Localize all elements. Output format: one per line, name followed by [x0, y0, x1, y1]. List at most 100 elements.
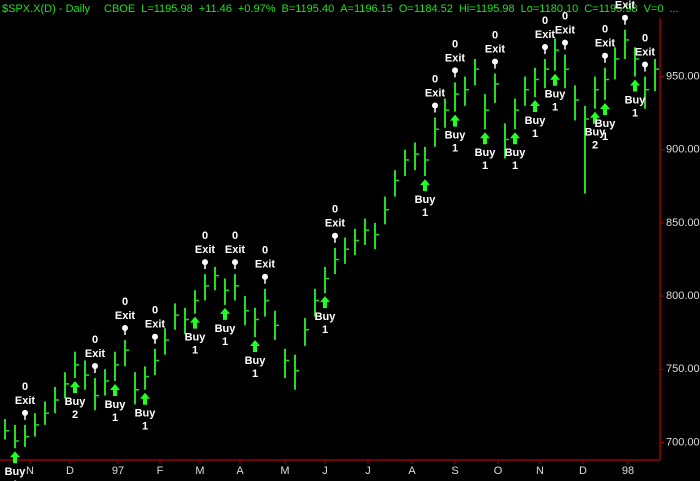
- buy-arrow: [450, 114, 460, 127]
- x-tick-label: 98: [622, 465, 634, 477]
- header-text: V=0: [644, 3, 664, 15]
- buy-label: Buy: [625, 94, 647, 106]
- buy-label: Buy: [475, 147, 497, 159]
- buy-arrow: [110, 383, 120, 396]
- exit-label: Exit: [115, 310, 136, 322]
- y-tick-label: 850.00: [666, 217, 700, 229]
- buy-arrow: [220, 307, 230, 320]
- header-text: Lo=1180.10: [521, 3, 579, 15]
- buy-qty: 2: [72, 409, 78, 421]
- x-tick-label: F: [157, 465, 164, 477]
- x-tick-label: S: [451, 465, 458, 477]
- exit-qty: 0: [642, 32, 648, 44]
- buy-label: Buy: [315, 311, 337, 323]
- buy-label: Buy: [215, 323, 237, 335]
- buy-qty: 1: [252, 368, 258, 380]
- x-tick-label: O: [494, 465, 503, 477]
- buy-qty: 2: [592, 140, 598, 152]
- buy-qty: 1: [222, 336, 228, 348]
- buy-label: Buy: [415, 194, 437, 206]
- exit-qty: 0: [542, 15, 548, 27]
- header-text: L=1195.98: [141, 3, 193, 15]
- exit-label: Exit: [85, 348, 106, 360]
- exit-qty: 0: [152, 305, 158, 317]
- header-text: +0.97%: [238, 3, 276, 15]
- buy-arrow: [530, 100, 540, 113]
- x-tick-label: N: [26, 465, 34, 477]
- exit-label: Exit: [445, 52, 466, 64]
- buy-arrow: [140, 392, 150, 405]
- buy-qty: 1: [552, 102, 558, 114]
- buy-qty: 1: [452, 143, 458, 155]
- x-tick-label: D: [579, 465, 587, 477]
- header-text: ...: [669, 3, 678, 15]
- exit-label: Exit: [595, 38, 616, 50]
- exit-label: Exit: [255, 259, 276, 271]
- buy-qty: 1: [632, 107, 638, 119]
- exit-label: Exit: [15, 395, 36, 407]
- buy-qty: 1: [322, 324, 328, 336]
- buy-qty: 1: [12, 479, 18, 481]
- exit-qty: 0: [22, 381, 28, 393]
- x-tick-label: A: [236, 465, 244, 477]
- buy-label: Buy: [185, 332, 207, 344]
- exit-qty: 0: [202, 230, 208, 242]
- exit-label: Exit: [635, 46, 656, 58]
- exit-qty: 0: [452, 38, 458, 50]
- buy-qty: 1: [482, 160, 488, 172]
- buy-label: Buy: [505, 147, 527, 159]
- buy-label: Buy: [245, 355, 267, 367]
- exit-label: Exit: [485, 44, 506, 56]
- header-text: CBOE: [104, 3, 135, 15]
- exit-qty: 0: [122, 296, 128, 308]
- x-tick-label: M: [280, 465, 289, 477]
- buy-arrow: [550, 73, 560, 86]
- buy-arrow: [510, 132, 520, 145]
- exit-label: Exit: [615, 0, 636, 12]
- header-text: Hi=1195.98: [459, 3, 515, 15]
- buy-label: Buy: [5, 466, 27, 478]
- exit-label: Exit: [195, 244, 216, 256]
- buy-arrow: [250, 340, 260, 353]
- buy-label: Buy: [135, 408, 157, 420]
- y-tick-label: 750.00: [666, 363, 700, 375]
- exit-label: Exit: [555, 24, 576, 36]
- exit-label: Exit: [325, 218, 346, 230]
- buy-qty: 1: [142, 421, 148, 433]
- y-tick-label: 950.00: [666, 70, 700, 82]
- buy-arrow: [190, 316, 200, 329]
- exit-label: Exit: [145, 319, 166, 331]
- exit-qty: 0: [432, 73, 438, 85]
- x-tick-label: D: [66, 465, 74, 477]
- buy-arrow: [630, 79, 640, 92]
- buy-label: Buy: [585, 127, 607, 139]
- buy-label: Buy: [595, 118, 617, 130]
- buy-label: Buy: [525, 115, 547, 127]
- buy-arrow: [320, 296, 330, 309]
- buy-label: Buy: [445, 130, 467, 142]
- header-text: $SPX.X(D) - Daily: [2, 3, 91, 15]
- exit-qty: 0: [562, 10, 568, 22]
- buy-qty: 1: [532, 128, 538, 140]
- buy-qty: 1: [422, 207, 428, 219]
- buy-arrow: [600, 102, 610, 115]
- exit-qty: 0: [262, 245, 268, 257]
- buy-arrow: [420, 179, 430, 192]
- buy-label: Buy: [65, 396, 87, 408]
- exit-label: Exit: [425, 87, 446, 99]
- exit-qty: 0: [492, 30, 498, 42]
- buy-arrow: [70, 381, 80, 394]
- buy-arrow: [480, 132, 490, 145]
- buy-arrow: [10, 451, 20, 464]
- x-tick-label: 97: [112, 465, 124, 477]
- header-text: A=1196.15: [340, 3, 393, 15]
- buy-arrow: [590, 111, 600, 124]
- y-tick-label: 700.00: [666, 436, 700, 448]
- exit-qty: 0: [332, 204, 338, 216]
- exit-qty: 0: [232, 230, 238, 242]
- exit-marker: [492, 58, 498, 65]
- y-tick-label: 800.00: [666, 290, 700, 302]
